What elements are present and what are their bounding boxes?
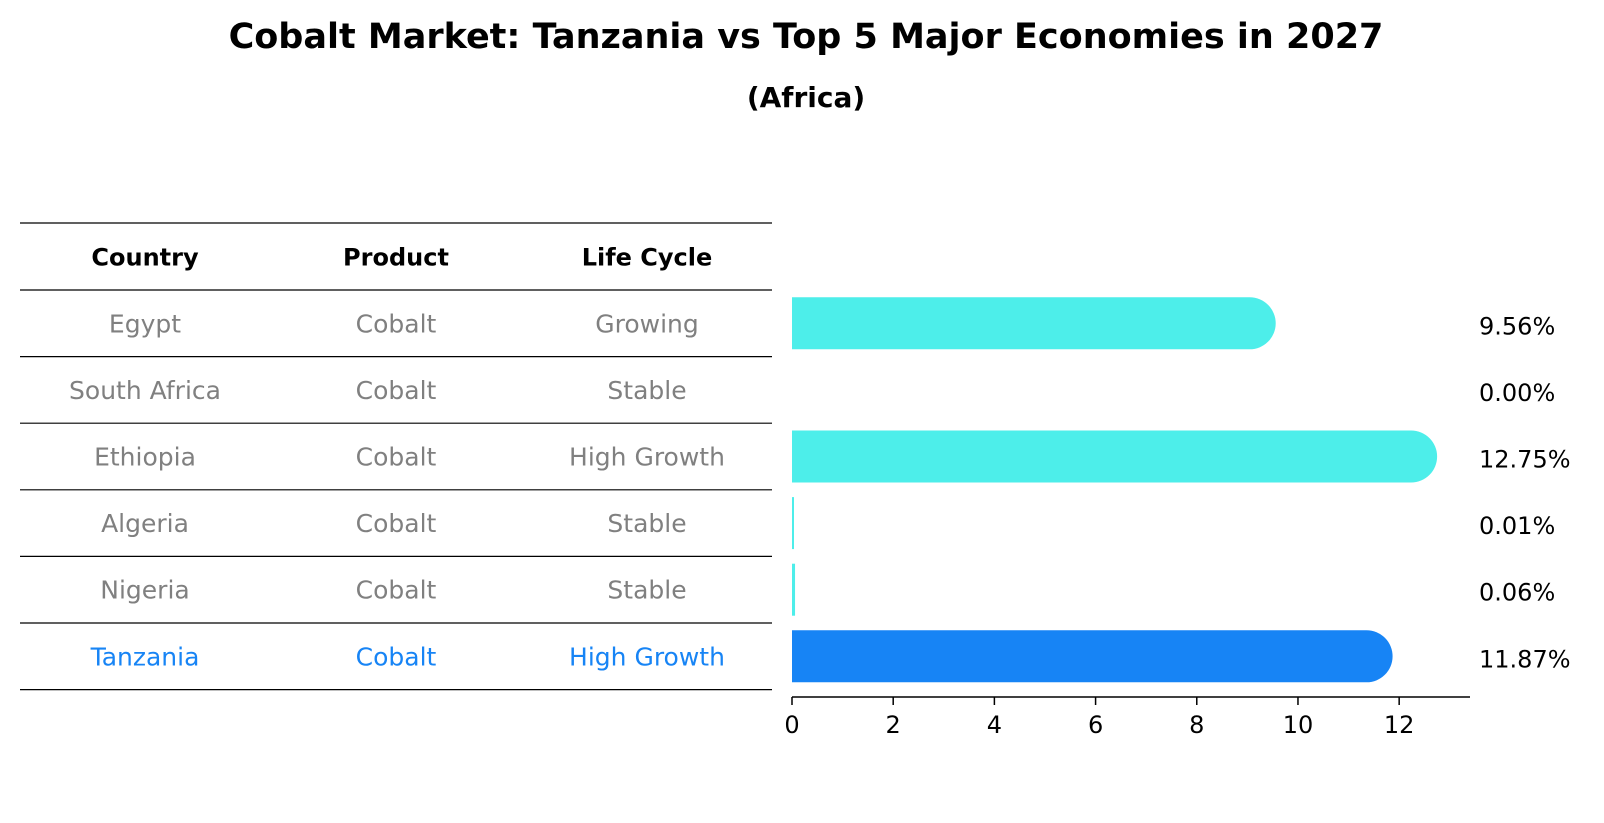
x-axis: 0 2 4 6 8 10 12 (784, 696, 1470, 739)
table-header-cell: Country (91, 244, 199, 272)
table-cell: Stable (607, 376, 686, 405)
table-cell: Cobalt (356, 509, 437, 538)
table-header-cell: Product (343, 244, 449, 272)
table-cell: Cobalt (356, 443, 437, 472)
table-cell: Cobalt (356, 576, 437, 605)
bar-area: 9.56% 0.00% 12.75% 0.01% 0.06% 11.87% (792, 297, 1571, 683)
x-tick-label: 8 (1189, 711, 1204, 739)
bar-value-label: 0.06% (1479, 579, 1555, 607)
table-cell: South Africa (69, 376, 221, 405)
x-tick-label: 6 (1088, 711, 1103, 739)
x-tick-label: 4 (987, 711, 1002, 739)
bar-egypt (792, 297, 1276, 350)
bar-value-label: 12.75% (1479, 446, 1571, 474)
chart-title: Cobalt Market: Tanzania vs Top 5 Major E… (229, 17, 1384, 57)
table-cell: Egypt (109, 309, 181, 338)
bar-value-label: 0.00% (1479, 379, 1555, 407)
table-cell: Cobalt (356, 309, 437, 338)
chart-subtitle: (Africa) (747, 81, 865, 114)
x-tick-label: 0 (784, 711, 799, 739)
table-cell: Nigeria (100, 576, 189, 605)
bar-value-label: 11.87% (1479, 645, 1571, 673)
table-cell: Tanzania (90, 642, 200, 671)
table-cell: High Growth (569, 443, 725, 472)
table-cell: Ethiopia (94, 443, 196, 472)
table-cell: High Growth (569, 642, 725, 671)
bar-value-label: 0.01% (1479, 512, 1555, 540)
table-header-cell: Life Cycle (582, 244, 713, 272)
x-tick-label: 10 (1283, 711, 1314, 739)
x-tick-label: 2 (886, 711, 901, 739)
x-tick-label: 12 (1384, 711, 1415, 739)
bar-nigeria (792, 563, 796, 616)
table-cell: Algeria (101, 509, 189, 538)
data-table: Country Product Life Cycle Egypt Cobalt Growi… (20, 222, 772, 691)
table-cell: Stable (607, 576, 686, 605)
bar-tanzania (792, 630, 1393, 683)
table-cell: Cobalt (356, 642, 437, 671)
table-cell: Cobalt (356, 376, 437, 405)
bar-ethiopia (792, 430, 1438, 483)
table-cell: Stable (607, 509, 686, 538)
bar-value-label: 9.56% (1479, 312, 1555, 340)
bar-algeria (792, 497, 794, 550)
table-cell: Growing (595, 309, 699, 338)
